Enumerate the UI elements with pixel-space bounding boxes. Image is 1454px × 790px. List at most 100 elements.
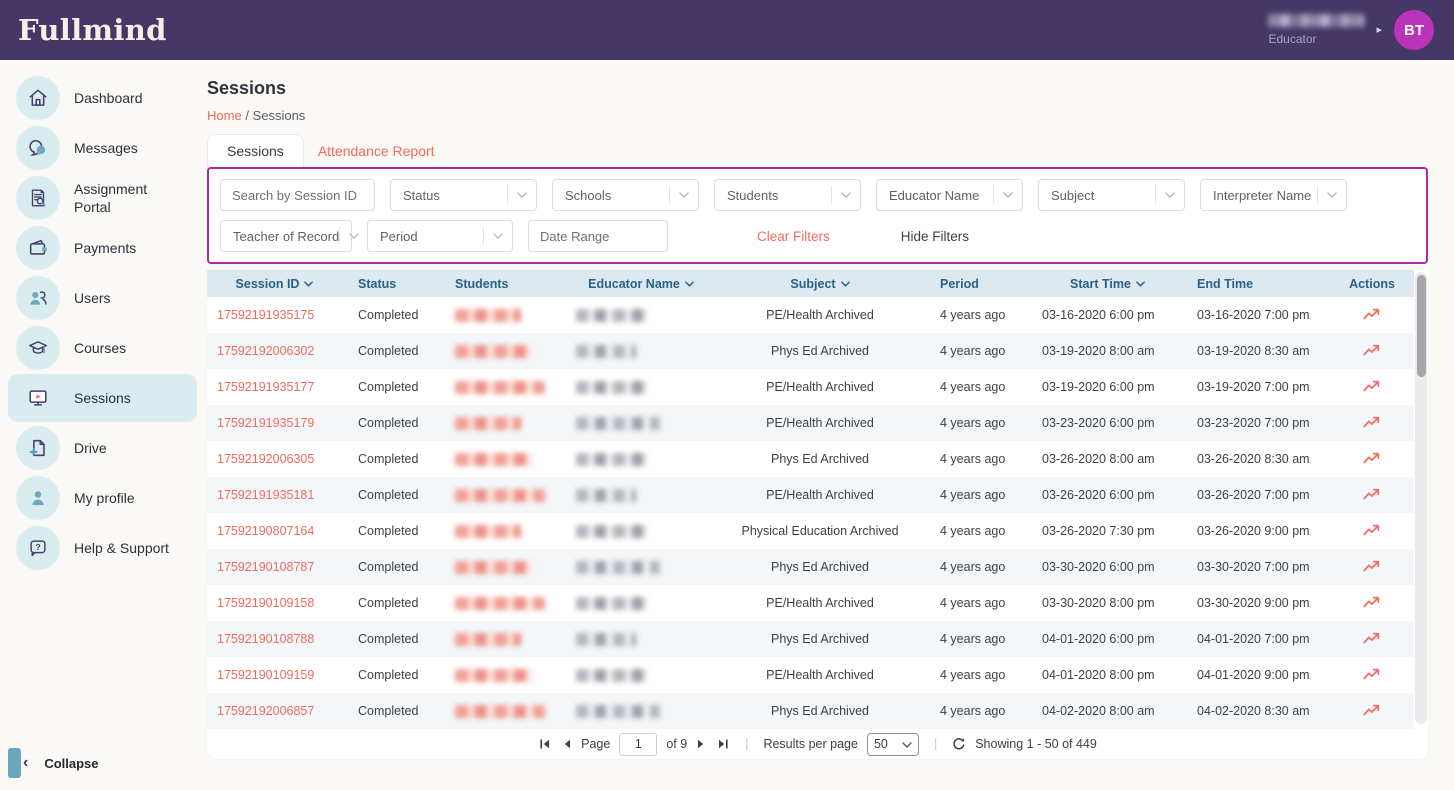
first-page-icon[interactable]: [538, 738, 552, 750]
breadcrumb: Home / Sessions: [207, 108, 1428, 123]
period-filter-dropdown[interactable]: Period: [367, 220, 513, 252]
breadcrumb-home-link[interactable]: Home: [207, 108, 242, 123]
assignment-icon: [16, 176, 60, 220]
table-scrollbar-thumb[interactable]: [1417, 275, 1426, 377]
trending-up-icon[interactable]: [1363, 415, 1381, 429]
subject-value: Phys Ed Archived: [771, 452, 869, 466]
table-row[interactable]: 17592190109158 Completed PE/Health Archi…: [207, 585, 1414, 621]
table-row[interactable]: 17592190108787 Completed Phys Ed Archive…: [207, 549, 1414, 585]
trending-up-icon[interactable]: [1363, 523, 1381, 537]
schools-filter-dropdown[interactable]: Schools: [552, 179, 699, 211]
table-row[interactable]: 17592191935181 Completed PE/Health Archi…: [207, 477, 1414, 513]
table-row[interactable]: 17592190109159 Completed PE/Health Archi…: [207, 657, 1414, 693]
status-value: Completed: [358, 488, 418, 502]
table-row[interactable]: 17592191935179 Completed PE/Health Archi…: [207, 405, 1414, 441]
column-header-students[interactable]: Students: [442, 270, 562, 297]
collapse-label: Collapse: [44, 756, 98, 771]
status-value: Completed: [358, 416, 418, 430]
pagination-bar: Page of 9 | Results per page 50 | Showin…: [207, 729, 1428, 759]
educator-name-redacted: [576, 525, 648, 538]
tab-attendance-report[interactable]: Attendance Report: [304, 135, 449, 167]
trending-up-icon[interactable]: [1363, 595, 1381, 609]
educator-name-redacted: [576, 597, 648, 610]
status-filter-dropdown[interactable]: Status: [390, 179, 537, 211]
session-id-link[interactable]: 17592192006305: [217, 452, 314, 466]
trending-up-icon[interactable]: [1363, 703, 1381, 717]
session-id-link[interactable]: 17592190108787: [217, 560, 314, 574]
sidebar-item-my-profile[interactable]: My profile: [8, 474, 197, 522]
column-header-session-id[interactable]: Session ID: [207, 270, 342, 297]
table-scrollbar-track[interactable]: [1415, 272, 1427, 724]
session-id-search-input[interactable]: [221, 188, 374, 203]
table-row[interactable]: 17592191935177 Completed PE/Health Archi…: [207, 369, 1414, 405]
sidebar-item-courses[interactable]: Courses: [8, 324, 197, 372]
session-id-link[interactable]: 17592190807164: [217, 524, 314, 538]
trending-up-icon[interactable]: [1363, 307, 1381, 321]
sidebar-item-help-support[interactable]: ? Help & Support: [8, 524, 197, 572]
session-id-link[interactable]: 17592191935181: [217, 488, 314, 502]
session-id-link[interactable]: 17592190108788: [217, 632, 314, 646]
tab-sessions[interactable]: Sessions: [207, 134, 304, 167]
table-row[interactable]: 17592190108788 Completed Phys Ed Archive…: [207, 621, 1414, 657]
trending-up-icon[interactable]: [1363, 667, 1381, 681]
trending-up-icon[interactable]: [1363, 559, 1381, 573]
session-id-link[interactable]: 17592192006302: [217, 344, 314, 358]
sidebar-collapse-button[interactable]: ‹ Collapse: [8, 748, 99, 778]
sessions-icon: [16, 376, 60, 420]
table-row[interactable]: 17592192006302 Completed Phys Ed Archive…: [207, 333, 1414, 369]
column-header-period[interactable]: Period: [920, 270, 1030, 297]
avatar[interactable]: BT: [1394, 10, 1434, 50]
session-id-link[interactable]: 17592190109159: [217, 668, 314, 682]
page-number-input[interactable]: [619, 733, 657, 756]
interpreter-name-filter-dropdown[interactable]: Interpreter Name: [1200, 179, 1347, 211]
column-header-educator-name[interactable]: Educator Name: [562, 270, 720, 297]
period-value: 4 years ago: [940, 668, 1005, 682]
trending-up-icon[interactable]: [1363, 343, 1381, 357]
sidebar-item-dashboard[interactable]: Dashboard: [8, 74, 197, 122]
column-header-end-time[interactable]: End Time: [1185, 270, 1330, 297]
subject-value: PE/Health Archived: [766, 488, 874, 502]
sidebar-item-payments[interactable]: Payments: [8, 224, 197, 272]
teacher-of-record-filter-dropdown[interactable]: Teacher of Record: [220, 220, 352, 252]
sidebar-item-assignment-portal[interactable]: Assignment Portal: [8, 174, 197, 222]
previous-page-icon[interactable]: [561, 738, 572, 750]
column-header-start-time[interactable]: Start Time: [1030, 270, 1185, 297]
session-id-link[interactable]: 17592192006857: [217, 704, 314, 718]
table-row[interactable]: 17592190807164 Completed Physical Educat…: [207, 513, 1414, 549]
sidebar-item-messages[interactable]: Messages: [8, 124, 197, 172]
last-page-icon[interactable]: [716, 738, 730, 750]
session-id-link[interactable]: 17592190109158: [217, 596, 314, 610]
results-per-page-select[interactable]: 50: [867, 733, 919, 756]
table-row[interactable]: 17592192006305 Completed Phys Ed Archive…: [207, 441, 1414, 477]
sidebar-item-sessions[interactable]: Sessions: [8, 374, 197, 422]
table-row[interactable]: 17592191935175 Completed PE/Health Archi…: [207, 297, 1414, 333]
sidebar-item-users[interactable]: Users: [8, 274, 197, 322]
trending-up-icon[interactable]: [1363, 487, 1381, 501]
trending-up-icon[interactable]: [1363, 451, 1381, 465]
educator-name-filter-dropdown[interactable]: Educator Name: [876, 179, 1023, 211]
trending-up-icon[interactable]: [1363, 631, 1381, 645]
column-header-actions: Actions: [1330, 270, 1414, 297]
start-time-value: 03-26-2020 8:00 am: [1042, 452, 1155, 466]
start-time-value: 03-23-2020 6:00 pm: [1042, 416, 1155, 430]
next-page-icon[interactable]: [696, 738, 707, 750]
trending-up-icon[interactable]: [1363, 379, 1381, 393]
subject-filter-dropdown[interactable]: Subject: [1038, 179, 1185, 211]
chevron-down-icon: [994, 192, 1022, 198]
topbar: Fullmind Educator ▸ BT: [0, 0, 1454, 60]
user-menu[interactable]: Educator ▸ BT: [1268, 10, 1434, 50]
students-filter-dropdown[interactable]: Students: [714, 179, 861, 211]
sidebar-item-drive[interactable]: Drive: [8, 424, 197, 472]
hide-filters-button[interactable]: Hide Filters: [901, 229, 969, 244]
session-id-link[interactable]: 17592191935179: [217, 416, 314, 430]
column-header-status[interactable]: Status: [342, 270, 442, 297]
column-header-subject[interactable]: Subject: [720, 270, 920, 297]
session-id-link[interactable]: 17592191935175: [217, 308, 314, 322]
clear-filters-button[interactable]: Clear Filters: [757, 229, 830, 244]
session-id-link[interactable]: 17592191935177: [217, 380, 314, 394]
table-row[interactable]: 17592192006857 Completed Phys Ed Archive…: [207, 693, 1414, 729]
refresh-icon[interactable]: [952, 737, 966, 751]
session-id-search-input-wrap: [220, 179, 375, 211]
start-time-value: 03-19-2020 8:00 am: [1042, 344, 1155, 358]
date-range-input[interactable]: [529, 229, 667, 244]
